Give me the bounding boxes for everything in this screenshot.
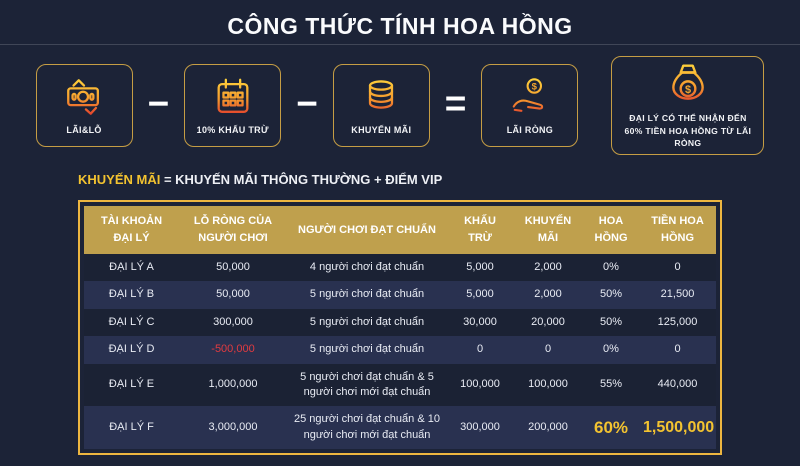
minus-operator: − [296, 83, 318, 124]
column-header: TIỀN HOA HỒNG [639, 206, 716, 255]
table-cell: 5,000 [466, 261, 494, 274]
page-title: CÔNG THỨC TÍNH HOA HỒNG [227, 13, 573, 39]
table-cell: 50% [599, 315, 623, 328]
column-header: LỖ RÒNG CỦA NGƯỜI CHƠI [179, 206, 287, 255]
table-cell: 440,000 [657, 378, 698, 391]
table-cell: 5 người chơi đạt chuẩn [309, 288, 425, 301]
table-cell: 50% [599, 288, 623, 301]
note-text: = KHUYẾN MÃI THÔNG THƯỜNG + ĐIỂM VIP [163, 172, 443, 187]
table-cell: 0 [476, 343, 484, 356]
table-cell: 5 người chơi đạt chuẩn [309, 315, 425, 328]
table-header-row: TÀI KHOẢN ĐẠI LÝ LỖ RÒNG CỦA NGƯỜI CHƠI … [84, 206, 716, 255]
formula-flow: LÃI&LỖ − 10% KHẤ [0, 56, 800, 155]
svg-text:$: $ [532, 82, 538, 93]
title-divider [0, 44, 800, 45]
table-cell: 50,000 [216, 261, 250, 274]
table-cell: ĐẠI LÝ F [109, 421, 154, 434]
flow-box-agent-note: $ ĐẠI LÝ CÓ THỂ NHẬN ĐẾN 60% TIỀN HOA HỒ… [611, 56, 765, 155]
table-cell: 5 người chơi đạt chuẩn [309, 343, 425, 356]
table-cell: 25 người chơi đạt chuẩn & 10 người chơi … [294, 413, 440, 441]
table-cell: 50,000 [216, 288, 250, 301]
hand-coin-icon: $ [509, 76, 551, 118]
table-cell: 4 người chơi đạt chuẩn [309, 261, 425, 274]
flow-box-khau-tru: 10% KHẤU TRỪ [184, 64, 282, 147]
flow-box-label: LÃI RÒNG [506, 125, 554, 135]
table-cell: ĐẠI LÝ D [108, 343, 155, 356]
table-cell-highlight: 1,500,000 [643, 418, 715, 436]
table-cell: 20,000 [531, 315, 565, 328]
column-header: KHẤU TRỪ [447, 206, 513, 255]
table-cell: ĐẠI LÝ A [109, 261, 154, 274]
promo-formula-note: KHUYẾN MÃI = KHUYẾN MÃI THÔNG THƯỜNG + Đ… [78, 172, 800, 187]
flow-box-label: 10% KHẤU TRỪ [196, 125, 269, 135]
table-row: ĐẠI LÝ E 1,000,000 5 người chơi đạt chuẩ… [84, 363, 716, 407]
table-cell: 125,000 [657, 315, 698, 328]
table-cell: 55% [599, 378, 623, 391]
table-row: ĐẠI LÝ D -500,000 5 người chơi đạt chuẩn… [84, 336, 716, 364]
table-cell: 0 [674, 343, 681, 356]
table-cell: ĐẠI LÝ B [108, 288, 155, 301]
flow-box-lai-rong: $ LÃI RÒNG [481, 64, 579, 147]
table-cell: 21,500 [660, 288, 695, 301]
flow-box-lai-lo: LÃI&LỖ [35, 64, 133, 147]
money-bill-icon [63, 76, 105, 118]
table-cell: 30,000 [463, 315, 497, 328]
column-header: HOA HỒNG [583, 206, 639, 255]
svg-text:$: $ [685, 84, 691, 96]
table-cell: 100,000 [528, 378, 568, 391]
column-header: NGƯỜI CHƠI ĐẠT CHUẨN [287, 206, 447, 255]
table-cell: 300,000 [460, 421, 500, 434]
note-highlight: KHUYẾN MÃI [78, 172, 161, 187]
column-header: KHUYẾN MÃI [513, 206, 583, 255]
table-cell: 0% [603, 261, 619, 274]
table-cell-highlight: 60% [593, 417, 629, 437]
table-row: ĐẠI LÝ B 50,000 5 người chơi đạt chuẩn 5… [84, 281, 716, 309]
table-cell: 0% [603, 343, 619, 356]
table-cell: 300,000 [213, 315, 253, 328]
flow-box-label: LÃI&LỖ [66, 125, 102, 135]
table-row: ĐẠI LÝ F 3,000,000 25 người chơi đạt chu… [84, 406, 716, 450]
money-bag-icon: $ [665, 61, 711, 107]
table-cell-negative: -500,000 [211, 343, 255, 356]
table-row: ĐẠI LÝ A 50,000 4 người chơi đạt chuẩn 5… [84, 254, 716, 282]
table-cell: 2,000 [534, 261, 562, 274]
flow-box-khuyen-mai: KHUYẾN MÃI [332, 64, 430, 147]
flow-box-label: KHUYẾN MÃI [351, 125, 412, 135]
equals-operator: = [444, 83, 467, 124]
table-cell: ĐẠI LÝ E [108, 378, 155, 391]
table-cell: 1,000,000 [208, 378, 258, 391]
table-cell: 0 [544, 343, 552, 356]
column-header: TÀI KHOẢN ĐẠI LÝ [84, 206, 179, 255]
calendar-icon [212, 76, 254, 118]
commission-table: TÀI KHOẢN ĐẠI LÝ LỖ RÒNG CỦA NGƯỜI CHƠI … [78, 200, 722, 456]
table-cell: 5 người chơi đạt chuẩn & 5 người chơi mớ… [300, 370, 434, 399]
flow-box-label: ĐẠI LÝ CÓ THỂ NHẬN ĐẾN 60% TIỀN HOA HỒNG… [624, 112, 752, 149]
table-cell: 2,000 [534, 288, 562, 301]
table-cell: 5,000 [466, 288, 494, 301]
table-row: ĐẠI LÝ C 300,000 5 người chơi đạt chuẩn … [84, 308, 716, 337]
table-cell: 100,000 [460, 378, 500, 391]
table-cell: 3,000,000 [208, 421, 258, 434]
minus-operator: − [147, 83, 170, 124]
table-cell: ĐẠI LÝ C [108, 315, 155, 328]
table-cell: 0 [674, 261, 681, 274]
coins-icon [360, 76, 402, 118]
table-cell: 200,000 [528, 421, 568, 434]
